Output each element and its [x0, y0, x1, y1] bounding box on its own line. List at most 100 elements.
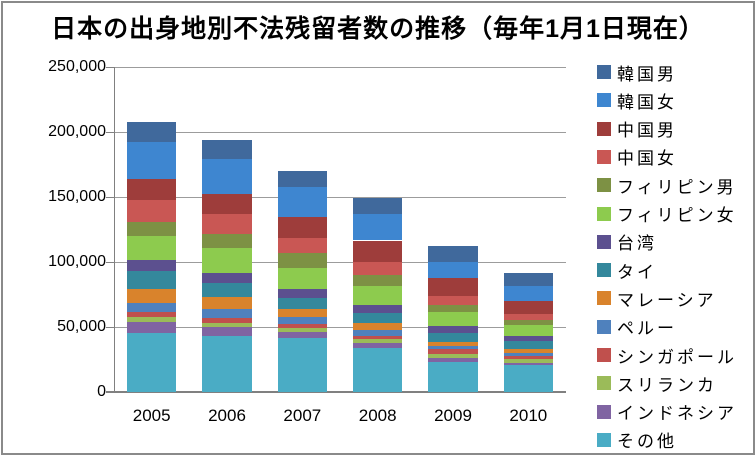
- bar-segment-2006-フィリピン女: [202, 248, 252, 273]
- bar-segment-2009-タイ: [428, 332, 478, 342]
- x-axis-line: [106, 391, 566, 393]
- y-axis-tick: [106, 261, 114, 263]
- bar-segment-2007-韓国男: [277, 170, 328, 188]
- legend-swatch-icon: [597, 376, 611, 391]
- legend-label: ペルー: [617, 319, 677, 339]
- gridline: [114, 326, 566, 328]
- legend-swatch-icon: [597, 291, 611, 306]
- bar-segment-2010-中国女: [503, 313, 554, 321]
- legend-item-中国男: 中国男: [597, 117, 677, 141]
- legend-item-ペルー: ペルー: [597, 315, 677, 339]
- legend-item-スリランカ: スリランカ: [597, 371, 717, 395]
- legend-swatch-icon: [597, 432, 611, 447]
- bar-segment-2009-ペルー: [428, 345, 478, 350]
- bar-segment-2007-タイ: [277, 297, 328, 310]
- bar-segment-2005-ペルー: [126, 302, 177, 313]
- legend-label: マレーシア: [617, 290, 717, 310]
- bar-segment-2007-シンガポール: [277, 324, 328, 328]
- legend-item-台湾: 台湾: [597, 230, 657, 254]
- bar-segment-2007-台湾: [277, 289, 328, 298]
- bar-segment-2009-フィリピン男: [428, 304, 478, 312]
- bar-segment-2007-フィリピン女: [277, 267, 328, 290]
- legend-label: 中国男: [617, 121, 677, 141]
- bar-segment-2008-スリランカ: [352, 339, 403, 343]
- bar-segment-2005-韓国女: [126, 142, 177, 179]
- legend-swatch-icon: [597, 348, 611, 362]
- legend-swatch-icon: [597, 404, 611, 419]
- x-axis-label: 2009: [434, 406, 472, 425]
- x-axis-label: 2010: [509, 406, 548, 425]
- y-axis-tick: [106, 66, 114, 68]
- y-axis-tick: [106, 326, 114, 328]
- bar-segment-2009-マレーシア: [428, 341, 478, 346]
- bar-segment-2009-その他: [428, 362, 478, 392]
- bar-segment-2005-台湾: [126, 259, 177, 272]
- bar-segment-2008-その他: [352, 348, 403, 392]
- bar-segment-2008-フィリピン女: [352, 286, 403, 305]
- bar-segment-2010-フィリピン女: [503, 325, 554, 337]
- legend-label: フィリピン男: [617, 177, 737, 197]
- legend-label: 韓国男: [617, 64, 677, 84]
- legend-swatch-icon: [597, 149, 611, 164]
- bar-segment-2007-スリランカ: [277, 327, 328, 332]
- bar-segment-2007-インドネシア: [277, 331, 328, 338]
- bar-segment-2005-中国女: [126, 199, 177, 222]
- legend-label: タイ: [617, 262, 657, 282]
- legend-swatch-icon: [597, 263, 611, 278]
- y-axis-tick: [106, 196, 114, 198]
- bar-segment-2008-シンガポール: [352, 336, 403, 340]
- bar-segment-2008-中国女: [352, 262, 403, 276]
- gridline: [114, 66, 566, 68]
- bar-segment-2005-タイ: [126, 271, 177, 289]
- bar-segment-2010-中国男: [503, 301, 554, 314]
- gridline: [114, 131, 566, 133]
- legend-item-マレーシア: マレーシア: [597, 286, 717, 310]
- y-axis-tick: [106, 131, 114, 133]
- legend-swatch-icon: [597, 93, 611, 108]
- bar-segment-2006-台湾: [202, 272, 252, 283]
- bar-segment-2008-フィリピン男: [352, 275, 403, 287]
- legend-swatch-icon: [597, 234, 611, 249]
- y-axis-line: [114, 66, 115, 392]
- legend-item-タイ: タイ: [597, 258, 657, 282]
- y-axis-label: 200,000: [48, 122, 106, 140]
- legend-label: スリランカ: [617, 375, 717, 395]
- legend-swatch-icon: [597, 319, 611, 334]
- gridline: [114, 196, 566, 198]
- bar-segment-2008-韓国男: [352, 198, 403, 214]
- gridline: [114, 261, 566, 263]
- bar-segment-2009-台湾: [428, 325, 478, 333]
- bar-segment-2005-スリランカ: [126, 317, 177, 323]
- bar-segment-2006-タイ: [202, 282, 252, 298]
- bar-segment-2009-インドネシア: [428, 358, 478, 363]
- legend-item-韓国女: 韓国女: [597, 88, 677, 112]
- bar-segment-2010-スリランカ: [503, 359, 554, 363]
- bar-segment-2007-マレーシア: [277, 309, 328, 318]
- legend-swatch-icon: [597, 206, 611, 221]
- bar-segment-2010-ペルー: [503, 352, 554, 357]
- bar-segment-2007-韓国女: [277, 187, 328, 218]
- bar-segment-2008-マレーシア: [352, 322, 403, 331]
- legend-label: インドネシア: [617, 404, 737, 424]
- bar-segment-2005-マレーシア: [126, 288, 177, 303]
- legend-swatch-icon: [597, 121, 611, 136]
- legend-swatch-icon: [597, 178, 611, 193]
- bar-segment-2006-マレーシア: [202, 297, 252, 309]
- bar-segment-2009-シンガポール: [428, 349, 478, 354]
- bar-segment-2009-中国男: [428, 278, 478, 296]
- legend-label: フィリピン女: [617, 206, 737, 225]
- bar-segment-2006-中国男: [202, 193, 252, 214]
- bar-segment-2006-フィリピン男: [202, 233, 252, 249]
- bar-segment-2009-韓国女: [428, 261, 478, 279]
- legend-label: 韓国女: [617, 92, 677, 112]
- legend-item-フィリピン男: フィリピン男: [597, 173, 737, 197]
- bar-segment-2006-その他: [202, 336, 252, 392]
- bar-segment-2008-中国男: [352, 240, 403, 263]
- bar-segment-2010-韓国女: [503, 286, 554, 302]
- legend-item-インドネシア: インドネシア: [597, 400, 737, 424]
- x-axis-label: 2005: [132, 406, 171, 425]
- x-axis-label: 2007: [283, 406, 322, 425]
- legend-item-中国女: 中国女: [597, 145, 677, 169]
- legend-item-フィリピン女: フィリピン女: [597, 202, 737, 226]
